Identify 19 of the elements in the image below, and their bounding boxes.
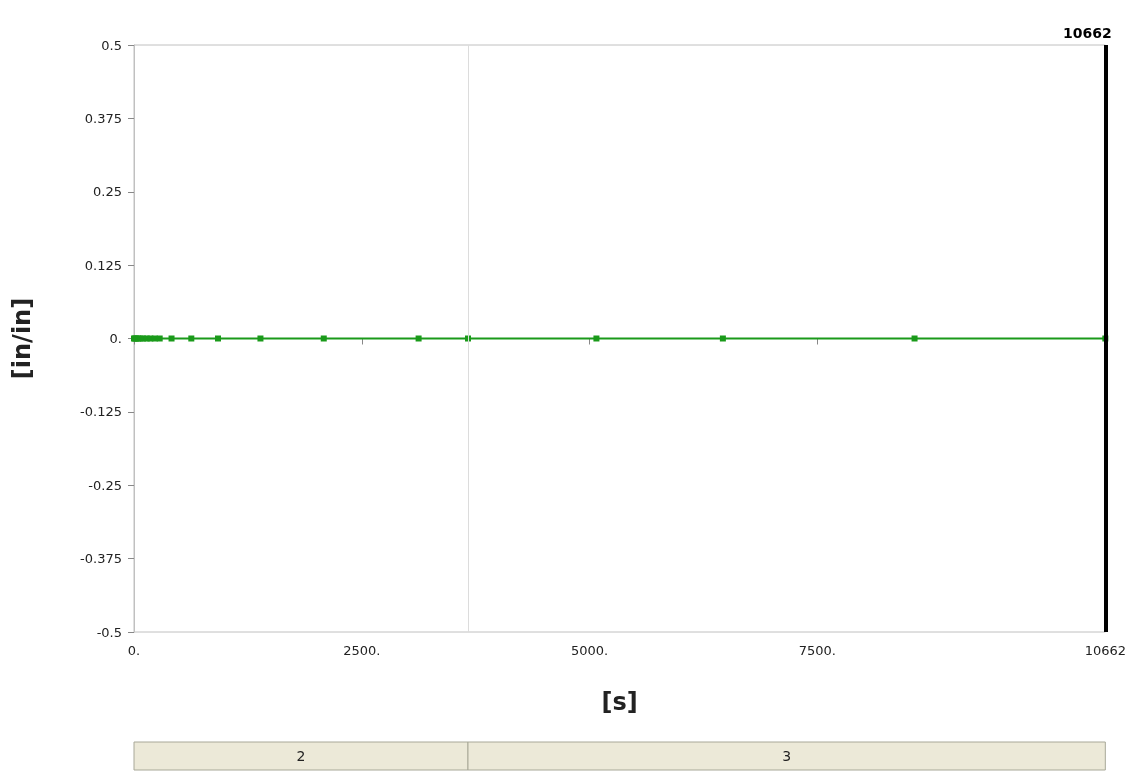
y-axis-title: [in/in] [8, 297, 36, 380]
ref-line-label: 10662 [1062, 25, 1112, 41]
x-axis-title: [s] [601, 688, 638, 716]
y-tick-label: 0.375 [84, 110, 122, 126]
y-tick-label: 0.125 [84, 257, 122, 273]
y-tick-label: 0.5 [101, 37, 122, 53]
y-tick-label: -0.375 [80, 551, 122, 567]
text: 2 [296, 748, 306, 764]
x-tick-label: 10662 [1084, 643, 1126, 658]
y-tick-label: -0.5 [96, 624, 122, 640]
x-tick-label: 7500. [798, 643, 836, 658]
y-tick-label: 0.25 [93, 184, 122, 200]
y-tick-label: 0. [109, 331, 122, 346]
y-tick-label: -0.25 [88, 477, 122, 493]
y-tick-label: -0.125 [80, 404, 122, 420]
x-tick-label: 2500. [343, 643, 381, 658]
text: 3 [782, 748, 792, 764]
x-tick-label: 5000. [570, 643, 609, 658]
x-tick-label: 0. [127, 643, 141, 658]
